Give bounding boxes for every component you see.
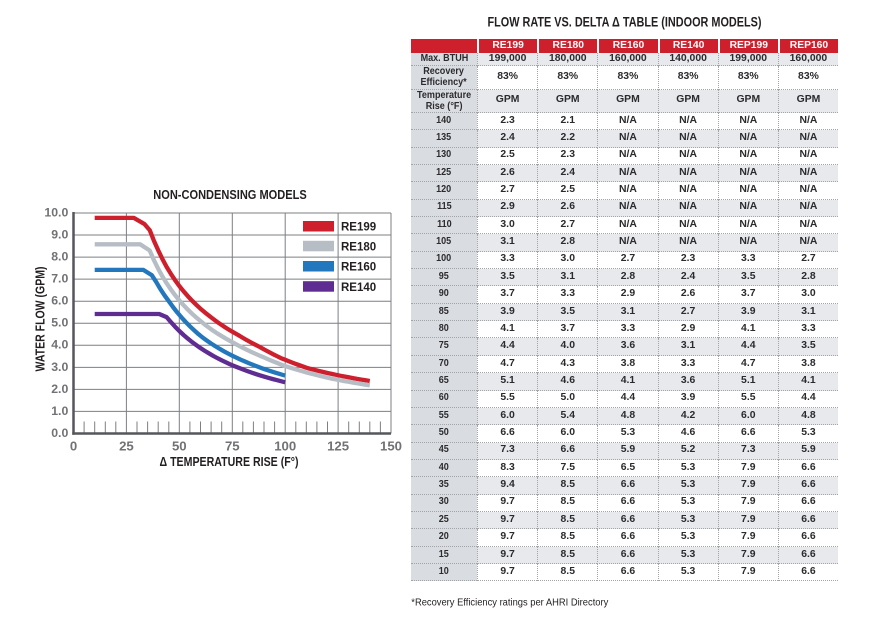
svg-text:25: 25 [119,439,134,454]
svg-text:RE199: RE199 [341,222,376,234]
svg-text:RE180: RE180 [341,242,376,254]
svg-text:9.0: 9.0 [51,227,68,241]
svg-text:0: 0 [70,439,77,454]
svg-text:NON-CONDENSING MODELS: NON-CONDENSING MODELS [153,187,307,202]
svg-text:6.0: 6.0 [51,294,68,308]
svg-text:1.0: 1.0 [51,404,68,418]
svg-text:2.0: 2.0 [51,382,68,396]
svg-text:*Recovery Efficiency ratings p: *Recovery Efficiency ratings per AHRI Di… [411,598,608,609]
svg-text:5.0: 5.0 [51,316,68,330]
svg-text:Δ TEMPERATURE RISE (F°): Δ TEMPERATURE RISE (F°) [160,454,299,469]
svg-text:3.0: 3.0 [51,360,68,374]
svg-text:8.0: 8.0 [51,250,68,264]
svg-text:125: 125 [327,439,349,454]
svg-text:150: 150 [380,439,402,454]
svg-text:7.0: 7.0 [51,272,68,286]
svg-text:WATER FLOW (GPM): WATER FLOW (GPM) [32,267,47,372]
svg-text:50: 50 [172,439,187,454]
svg-text:0.0: 0.0 [51,426,68,440]
svg-text:10.0: 10.0 [44,205,68,219]
svg-text:4.0: 4.0 [51,338,68,352]
svg-text:75: 75 [225,439,240,454]
svg-text:RE160: RE160 [341,262,376,274]
svg-text:FLOW RATE VS. DELTA Δ TABLE (I: FLOW RATE VS. DELTA Δ TABLE (INDOOR MODE… [488,14,762,29]
svg-text:RE140: RE140 [341,282,376,294]
svg-text:100: 100 [274,439,296,454]
